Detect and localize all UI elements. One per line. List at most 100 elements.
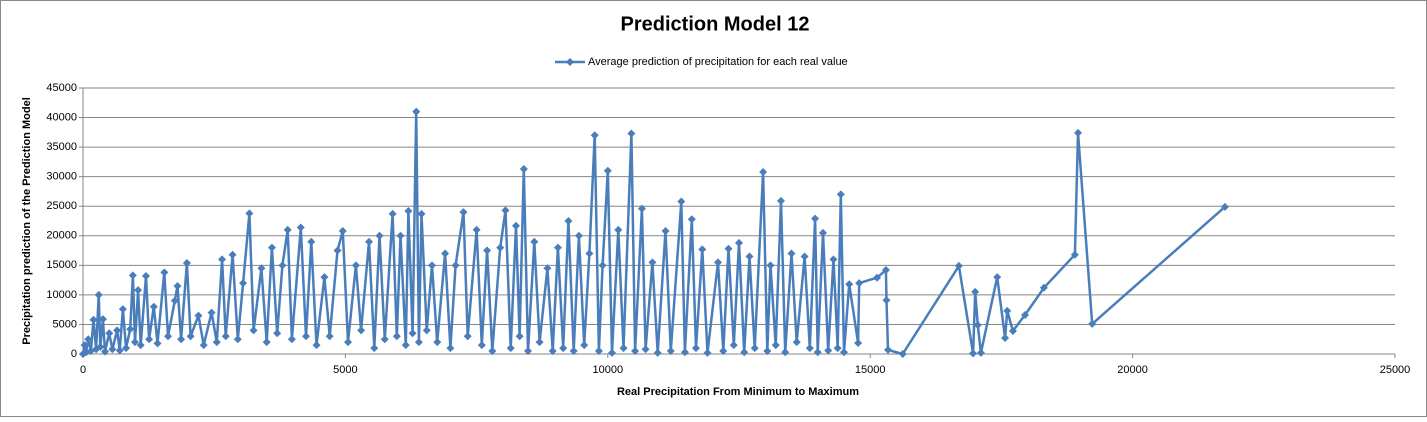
data-point [128, 271, 137, 280]
data-point [370, 344, 379, 353]
data-point [719, 347, 728, 356]
data-point [648, 258, 657, 267]
data-point [115, 346, 124, 355]
data-point [320, 273, 329, 282]
data-point [574, 231, 583, 240]
legend-marker [566, 58, 574, 66]
data-point [677, 197, 686, 206]
data-point [408, 329, 417, 338]
data-point [145, 335, 154, 344]
data-point [1070, 250, 1079, 259]
data-point [1021, 310, 1030, 319]
data-point [973, 321, 982, 330]
data-point [993, 273, 1002, 282]
data-point [637, 204, 646, 213]
data-point [759, 167, 768, 176]
data-point [472, 225, 481, 234]
legend-label: Average prediction of precipitation for … [588, 56, 848, 68]
data-point [186, 332, 195, 341]
data-point [729, 341, 738, 350]
data-point [687, 215, 696, 224]
data-point [1088, 319, 1097, 328]
data-point [515, 332, 524, 341]
x-tick-label: 20000 [1117, 364, 1148, 376]
data-point [813, 348, 822, 357]
data-point [524, 347, 533, 356]
data-point [344, 338, 353, 347]
data-point [483, 246, 492, 255]
data-point [839, 348, 848, 357]
data-point [619, 344, 628, 353]
data-point [976, 348, 985, 357]
data-point [365, 237, 374, 246]
data-point [351, 261, 360, 270]
data-point [519, 164, 528, 173]
data-point [164, 332, 173, 341]
data-point [771, 341, 780, 350]
data-point [603, 166, 612, 175]
data-point [375, 231, 384, 240]
data-point [182, 258, 191, 267]
data-point [811, 214, 820, 223]
data-point [898, 350, 907, 358]
data-point [653, 348, 662, 357]
data-point [136, 341, 145, 350]
data-point [787, 249, 796, 258]
data-point [598, 261, 607, 270]
data-point [666, 347, 675, 356]
data-point [96, 342, 105, 351]
data-point [412, 107, 421, 116]
data-point [829, 255, 838, 264]
y-tick-label: 25000 [46, 200, 77, 212]
data-point [160, 268, 169, 277]
data-point [134, 286, 143, 295]
data-point [141, 271, 150, 280]
data-point [173, 282, 182, 291]
data-point [590, 131, 599, 140]
data-point [207, 308, 216, 317]
data-point [714, 258, 723, 267]
data-point [422, 326, 431, 335]
y-tick-label: 10000 [46, 289, 77, 301]
x-tick-label: 10000 [593, 364, 624, 376]
data-point [824, 346, 833, 355]
y-axis-label: Precipitation prediction of the Predicti… [21, 97, 33, 345]
data-point [1220, 202, 1229, 211]
data-point [262, 338, 271, 347]
data-point [333, 246, 342, 255]
data-point [585, 249, 594, 258]
data-point [553, 243, 562, 252]
data-point [805, 344, 814, 353]
data-point [396, 231, 405, 240]
data-point [477, 341, 486, 350]
data-point [257, 264, 266, 273]
x-tick-label: 5000 [333, 364, 357, 376]
data-point [496, 243, 505, 252]
data-point [228, 250, 237, 259]
data-point [488, 347, 497, 356]
data-point [199, 341, 208, 350]
data-point [118, 305, 127, 314]
data-point [884, 345, 893, 354]
data-point [126, 325, 135, 334]
x-tick-label: 0 [80, 364, 86, 376]
data-point [221, 332, 230, 341]
y-tick-label: 30000 [46, 171, 77, 183]
data-point [594, 347, 603, 356]
data-point [792, 338, 801, 347]
data-point [89, 315, 98, 324]
x-axis-label: Real Precipitation From Minimum to Maxim… [617, 386, 859, 398]
data-point [855, 279, 864, 288]
data-point [631, 347, 640, 356]
data-point [580, 341, 589, 350]
data-point [661, 227, 670, 236]
data-point [338, 227, 347, 236]
data-point [122, 344, 131, 353]
data-point [307, 237, 316, 246]
data-point [312, 341, 321, 350]
data-point [703, 348, 712, 357]
data-point [724, 244, 733, 253]
data-point [94, 290, 103, 299]
data-point [881, 266, 890, 275]
